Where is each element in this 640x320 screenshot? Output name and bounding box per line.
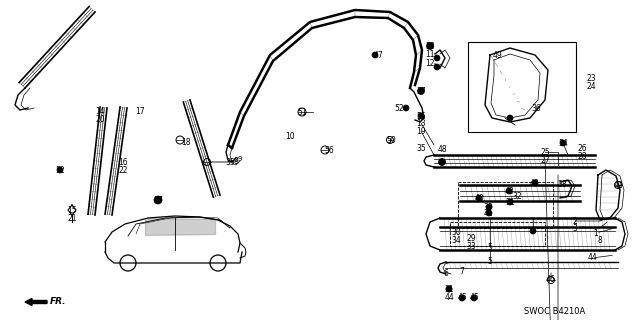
Bar [468, 42, 576, 132]
Circle shape [507, 115, 513, 121]
Text: 38: 38 [557, 180, 567, 188]
Text: 12: 12 [425, 59, 435, 68]
Text: 52: 52 [394, 103, 404, 113]
Text: 47: 47 [373, 51, 383, 60]
Text: 6: 6 [444, 269, 449, 278]
Text: 29: 29 [466, 234, 476, 243]
Text: 40: 40 [474, 194, 484, 203]
Text: 9: 9 [234, 156, 239, 165]
Text: 14: 14 [95, 107, 105, 116]
Text: 20: 20 [95, 115, 105, 124]
Circle shape [403, 105, 409, 111]
Text: 1: 1 [594, 228, 598, 237]
Circle shape [417, 87, 424, 94]
Circle shape [434, 55, 440, 61]
Text: 21: 21 [67, 213, 77, 222]
Text: 35: 35 [225, 157, 235, 166]
Text: 27: 27 [540, 156, 550, 164]
Circle shape [471, 295, 477, 301]
Text: 9: 9 [237, 156, 241, 162]
Text: 36: 36 [531, 103, 541, 113]
Text: 15: 15 [67, 205, 77, 214]
Circle shape [154, 196, 162, 204]
Circle shape [446, 286, 452, 292]
Text: 22: 22 [118, 165, 128, 174]
Text: 37: 37 [416, 86, 426, 95]
Bar [458, 182, 553, 228]
Text: 31: 31 [444, 284, 454, 293]
Text: 39: 39 [483, 203, 493, 212]
Text: SWOC B4210A: SWOC B4210A [524, 307, 585, 316]
Text: 41: 41 [483, 209, 493, 218]
Text: 43: 43 [530, 179, 540, 188]
Text: 25: 25 [540, 148, 550, 156]
Text: 5: 5 [488, 257, 492, 266]
Text: 49: 49 [492, 51, 502, 60]
Text: 31: 31 [505, 197, 515, 206]
Text: 44: 44 [587, 253, 597, 262]
Text: 28: 28 [577, 151, 587, 161]
FancyArrow shape [25, 299, 47, 306]
Circle shape [506, 188, 512, 194]
Text: 44: 44 [444, 293, 454, 302]
Text: 24: 24 [586, 82, 596, 91]
Circle shape [57, 167, 63, 173]
Text: 54: 54 [558, 139, 568, 148]
Text: 17: 17 [135, 107, 145, 116]
Text: 43: 43 [504, 187, 514, 196]
Circle shape [459, 295, 465, 301]
Text: 50: 50 [386, 135, 396, 145]
Text: 10: 10 [285, 132, 295, 140]
Text: 32: 32 [512, 191, 522, 201]
Text: 53: 53 [425, 42, 435, 51]
Circle shape [418, 113, 424, 119]
Text: 13: 13 [416, 118, 426, 127]
Text: 19: 19 [416, 126, 426, 135]
Text: 42: 42 [613, 180, 623, 189]
Text: 56: 56 [324, 146, 334, 155]
Circle shape [507, 199, 513, 205]
Text: 5: 5 [488, 243, 492, 252]
Text: 33: 33 [466, 242, 476, 251]
Circle shape [434, 64, 440, 70]
Text: 45: 45 [469, 293, 479, 302]
Text: 11: 11 [425, 50, 435, 59]
Circle shape [486, 204, 492, 210]
Text: 55: 55 [416, 111, 426, 121]
Text: 48: 48 [437, 145, 447, 154]
Text: 8: 8 [598, 236, 602, 244]
Text: 4: 4 [531, 227, 536, 236]
Text: 52: 52 [55, 165, 65, 174]
Circle shape [560, 140, 566, 146]
Circle shape [486, 210, 492, 216]
Circle shape [372, 52, 378, 58]
Text: 26: 26 [577, 143, 587, 153]
Text: 23: 23 [586, 74, 596, 83]
Circle shape [532, 180, 538, 186]
Text: 18: 18 [181, 138, 191, 147]
Bar [450, 222, 545, 246]
Text: 30: 30 [451, 228, 461, 236]
Circle shape [476, 195, 482, 201]
Text: 35: 35 [416, 143, 426, 153]
Text: 16: 16 [118, 157, 128, 166]
Text: 34: 34 [451, 236, 461, 244]
Circle shape [446, 286, 452, 292]
Text: 37: 37 [153, 196, 163, 204]
Text: 3: 3 [573, 223, 577, 233]
Text: 45: 45 [457, 293, 467, 302]
Text: FR.: FR. [50, 298, 67, 307]
Circle shape [426, 43, 433, 50]
Text: 2: 2 [573, 217, 577, 226]
Circle shape [438, 158, 445, 165]
Text: 51: 51 [297, 108, 307, 116]
Circle shape [530, 228, 536, 234]
Text: 7: 7 [460, 267, 465, 276]
Text: 46: 46 [546, 276, 556, 284]
